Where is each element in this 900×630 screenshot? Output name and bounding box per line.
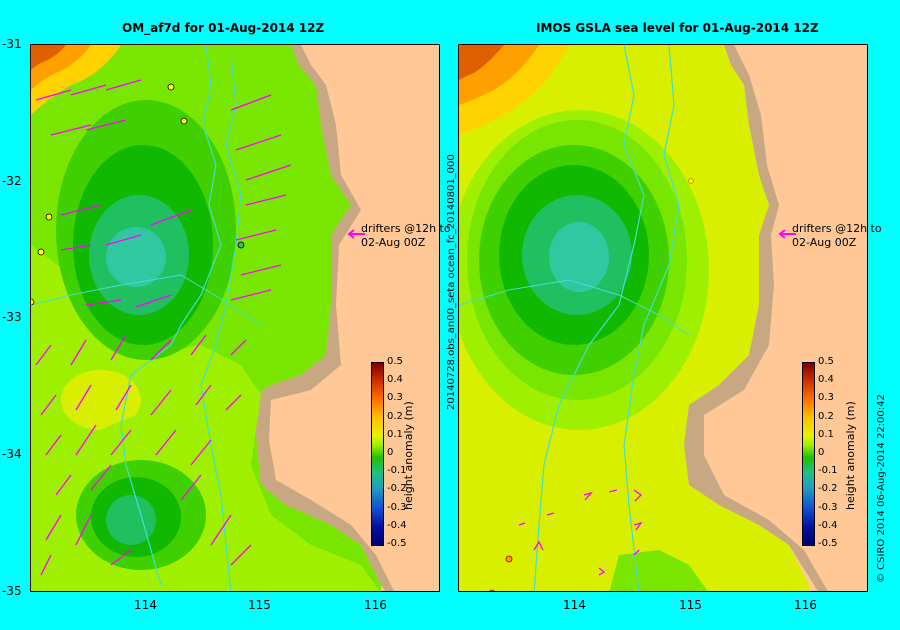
colorbar-tick-label: 0.1 [387,428,403,440]
colorbar-title: height anomaly (m) [844,401,857,510]
colorbar [802,362,815,546]
y-tick-label: -32 [2,174,22,188]
drifter-legend: drifters @12h to 02-Aug 00Z [361,222,451,250]
x-tick-label: 116 [364,598,387,612]
colorbar-tick-label: 0.2 [818,410,834,422]
colorbar-tick-label: 0.3 [818,392,834,404]
colorbar-tick-label: 0.3 [387,392,403,404]
x-tick-label: 115 [679,598,702,612]
colorbar-tick-label: -0.1 [387,465,407,477]
drifter-legend-line1: drifters @12h to [792,222,882,235]
x-tick-label: 115 [248,598,271,612]
run-info-text: 20140728.obs_an00_seta ocean_fc_20140801… [446,154,457,410]
drifter-arrow-icon [778,229,796,239]
colorbar-tick-label: 0.2 [387,410,403,422]
drifter-arrow-icon [347,229,365,239]
y-tick-label: -31 [2,37,22,51]
colorbar-tick-label: 0.5 [818,356,834,367]
y-tick-label: -35 [2,584,22,598]
colorbar-tick-label: -0.4 [818,519,838,531]
left-panel-title: OM_af7d for 01-Aug-2014 12Z [122,21,325,35]
colorbar-tick-label: -0.5 [818,538,838,549]
right-map-panel [458,44,868,592]
drifter-legend-line2: 02-Aug 00Z [361,236,426,249]
x-tick-label: 114 [563,598,586,612]
colorbar-tick-label: -0.3 [818,501,838,513]
copyright-text: © CSIRO 2014 06-Aug-2014 22:00:42 [876,394,887,583]
colorbar-tick-label: 0.4 [818,374,834,386]
colorbar-tick-label: -0.3 [387,501,407,513]
x-tick-label: 114 [134,598,157,612]
left-map-panel [30,44,440,592]
drifter-legend-line2: 02-Aug 00Z [792,236,857,249]
colorbar-tick-label: 0.5 [387,356,403,367]
left-map-svg [31,45,439,591]
right-panel-title: IMOS GSLA sea level for 01-Aug-2014 12Z [536,21,819,35]
drifter-legend: drifters @12h to 02-Aug 00Z [792,222,882,250]
colorbar-title: height anomaly (m) [402,401,415,510]
y-tick-label: -33 [2,310,22,324]
colorbar-tick-label: -0.1 [818,465,838,477]
x-tick-label: 116 [794,598,817,612]
right-map-svg [459,45,867,591]
colorbar-tick-label: -0.2 [387,483,407,495]
colorbar-tick-label: 0 [387,447,394,458]
colorbar-tick-label: 0 [818,447,825,458]
colorbar [371,362,384,546]
y-tick-label: -34 [2,447,22,461]
colorbar-tick-label: -0.2 [818,483,838,495]
colorbar-tick-label: -0.5 [387,538,407,549]
colorbar-tick-label: 0.1 [818,428,834,440]
colorbar-tick-label: 0.4 [387,374,403,386]
drifter-legend-line1: drifters @12h to [361,222,451,235]
colorbar-tick-label: -0.4 [387,519,407,531]
